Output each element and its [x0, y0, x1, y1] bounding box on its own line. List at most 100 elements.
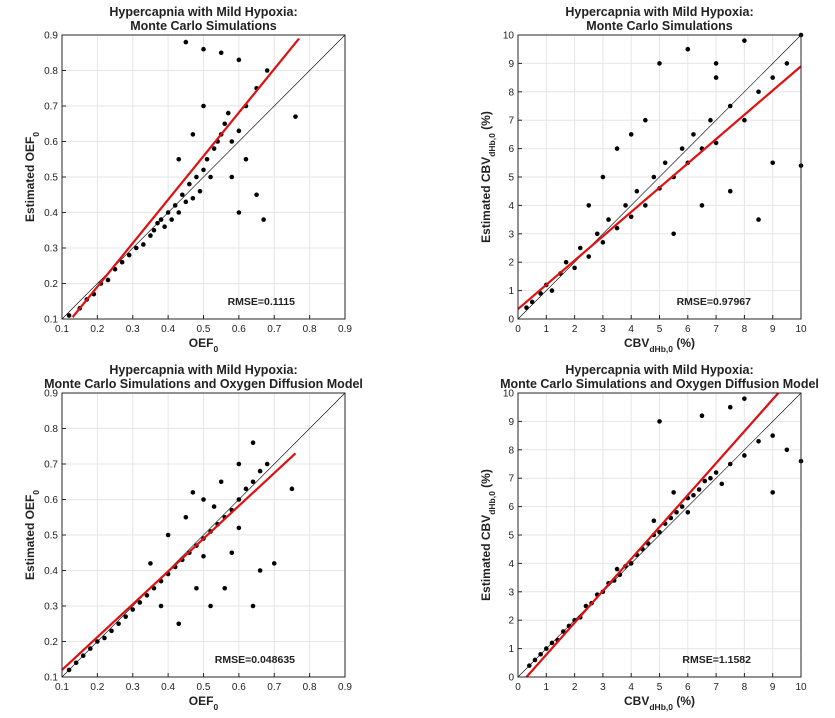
y-tick-label: 4: [508, 201, 514, 212]
chart-title-line-1: Hypercapnia with Mild Hypoxia:: [109, 363, 297, 377]
scatter-point: [190, 196, 196, 201]
y-tick-label: 0.7: [44, 102, 58, 113]
scatter-point: [538, 291, 543, 296]
x-tick-label: 0.5: [197, 682, 211, 693]
x-axis-label: CBVdHb,0 (%): [624, 694, 695, 712]
scatter-point: [162, 224, 167, 229]
y-axis-label: Estimated OEF0: [23, 490, 41, 580]
scatter-point: [123, 614, 128, 619]
scatter-point: [201, 554, 206, 559]
scatter-point: [756, 217, 761, 222]
x-tick-label: 7: [713, 682, 719, 693]
identity-line: [61, 392, 346, 678]
scatter-point: [586, 203, 592, 208]
y-tick-label: 8: [508, 445, 514, 456]
scatter-point: [671, 490, 676, 495]
scatter-point: [105, 277, 111, 283]
x-tick-label: 5: [657, 324, 663, 335]
y-tick-label: 2: [508, 616, 514, 627]
y-tick-label: 2: [508, 258, 514, 269]
x-tick-label: 0.7: [267, 324, 281, 335]
x-tick-label: 3: [600, 324, 606, 335]
scatter-point: [73, 660, 79, 666]
y-tick-label: 7: [508, 474, 514, 485]
scatter-point: [119, 259, 125, 265]
x-tick-label: 0.6: [232, 682, 246, 693]
scatter-point: [532, 657, 538, 663]
identity-line: [517, 392, 802, 678]
scatter-point: [685, 46, 691, 52]
scatter-point: [229, 139, 235, 144]
scatter-point: [264, 461, 270, 467]
x-tick-label: 0.1: [55, 682, 69, 693]
scatter-point: [183, 514, 189, 520]
x-tick-label: 2: [572, 324, 578, 335]
scatter-point: [770, 490, 775, 495]
scatter-point: [727, 103, 733, 109]
x-tick-label: 0.9: [338, 682, 352, 693]
scatter-point: [194, 585, 199, 591]
scatter-point: [155, 220, 160, 226]
scatter-point: [784, 61, 790, 66]
scatter-point: [756, 438, 761, 444]
scatter-point: [679, 146, 685, 151]
scatter-point: [727, 461, 733, 467]
scatter-point: [236, 525, 242, 531]
scatter-point: [657, 529, 662, 535]
scatter-point: [713, 140, 719, 146]
scatter-point: [208, 174, 213, 180]
scatter-point: [116, 621, 121, 627]
y-tick-label: 0.1: [44, 315, 58, 326]
scatter-point: [708, 475, 713, 481]
scatter-point: [130, 607, 136, 612]
scatter-point: [201, 497, 206, 502]
scatter-point: [222, 121, 228, 127]
x-tick-label: 9: [770, 682, 776, 693]
fit-line: [61, 452, 297, 671]
scatter-point: [643, 203, 648, 208]
scatter-point: [657, 61, 662, 66]
y-axis-label: Estimated CBVdHb,0 (%): [479, 469, 497, 601]
scatter-point: [651, 518, 657, 524]
scatter-point: [250, 479, 256, 485]
scatter-point: [236, 128, 242, 134]
y-tick-label: 9: [508, 59, 514, 70]
scatter-point: [179, 192, 185, 198]
scatter-point: [623, 203, 628, 208]
scatter-point: [201, 103, 206, 109]
scatter-point: [702, 478, 708, 484]
scatter-point: [529, 299, 535, 305]
scatter-point: [549, 640, 555, 646]
scatter-point: [148, 561, 153, 566]
chart-panel-bottom-left: 0.1 0.2 0.3 0.4 0.5 0.6 0.7 0.8 0.9 0.1 0.2 0.3 0.4 0…: [23, 363, 363, 712]
y-tick-label: 0.4: [44, 208, 58, 219]
y-tick-label: 3: [508, 587, 514, 598]
scatter-point: [148, 233, 153, 238]
scatter-point: [271, 561, 277, 566]
x-tick-label: 5: [657, 682, 663, 693]
scatter-point: [527, 663, 532, 668]
scatter-point: [634, 188, 640, 194]
rmse-annotation: RMSE=0.048635: [215, 654, 295, 666]
scatter-point: [572, 265, 577, 271]
y-tick-label: 3: [508, 229, 514, 240]
y-tick-label: 0.8: [44, 66, 58, 77]
scatter-point: [563, 259, 569, 265]
x-tick-label: 4: [628, 682, 634, 693]
scatter-point: [204, 156, 210, 162]
chart-panel-bottom-right: 0 1 2 3 4 5 6 7 8 9 10 0 1 2 3 4 5 6 7 8 9 10 Hypercapnia with…: [479, 363, 819, 712]
scatter-point: [742, 117, 747, 123]
x-axis-label: OEF0: [189, 694, 219, 712]
y-tick-label: 0.3: [44, 602, 58, 613]
scatter-point: [586, 254, 592, 259]
scatter-point: [222, 585, 228, 591]
x-tick-label: 1: [544, 682, 550, 693]
scatter-point: [293, 114, 298, 119]
scatter-point: [218, 479, 224, 485]
scatter-point: [691, 132, 696, 137]
scatter-point: [544, 646, 549, 651]
y-tick-label: 6: [508, 502, 514, 513]
scatter-point: [600, 240, 606, 245]
scatter-point: [742, 453, 747, 458]
